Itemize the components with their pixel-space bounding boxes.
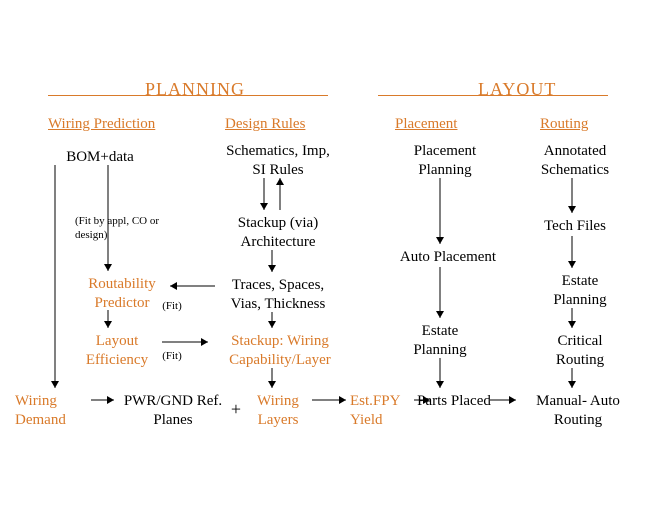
edges-layer	[0, 0, 659, 508]
edge-traces-stackup_cap	[268, 312, 276, 328]
edge-parts_placed-man_auto	[490, 396, 516, 404]
edge-tech_files-estate_plan2	[568, 236, 576, 268]
edge-crit_route-man_auto	[568, 368, 576, 388]
edge-schem-stackup_arch	[260, 178, 268, 210]
edge-stackup_arch-traces	[268, 250, 276, 272]
edge-wiring_layers-est_fpy	[312, 396, 346, 404]
edge-estate_plan1-parts_placed	[436, 358, 444, 388]
edge-annot_schem-tech_files	[568, 178, 576, 213]
edge-layout_eff-stackup_cap	[162, 338, 208, 346]
edge-stackup_cap-wiring_layers	[268, 368, 276, 388]
edge-bom-rout_pred	[104, 165, 112, 271]
edge-estate_plan2-crit_route	[568, 308, 576, 328]
edge-wiring_demand-pwr_gnd	[91, 396, 114, 404]
edge-auto_place-estate_plan1	[436, 267, 444, 318]
edge-stackup_arch-schem	[276, 178, 284, 210]
edge-place_plan-auto_place	[436, 178, 444, 244]
edge-est_fpy-parts_placed	[414, 396, 430, 404]
edge-traces-rout_pred	[170, 282, 215, 290]
edge-rout_pred-layout_eff	[104, 310, 112, 328]
edge-bom-wiring_demand	[51, 165, 59, 388]
